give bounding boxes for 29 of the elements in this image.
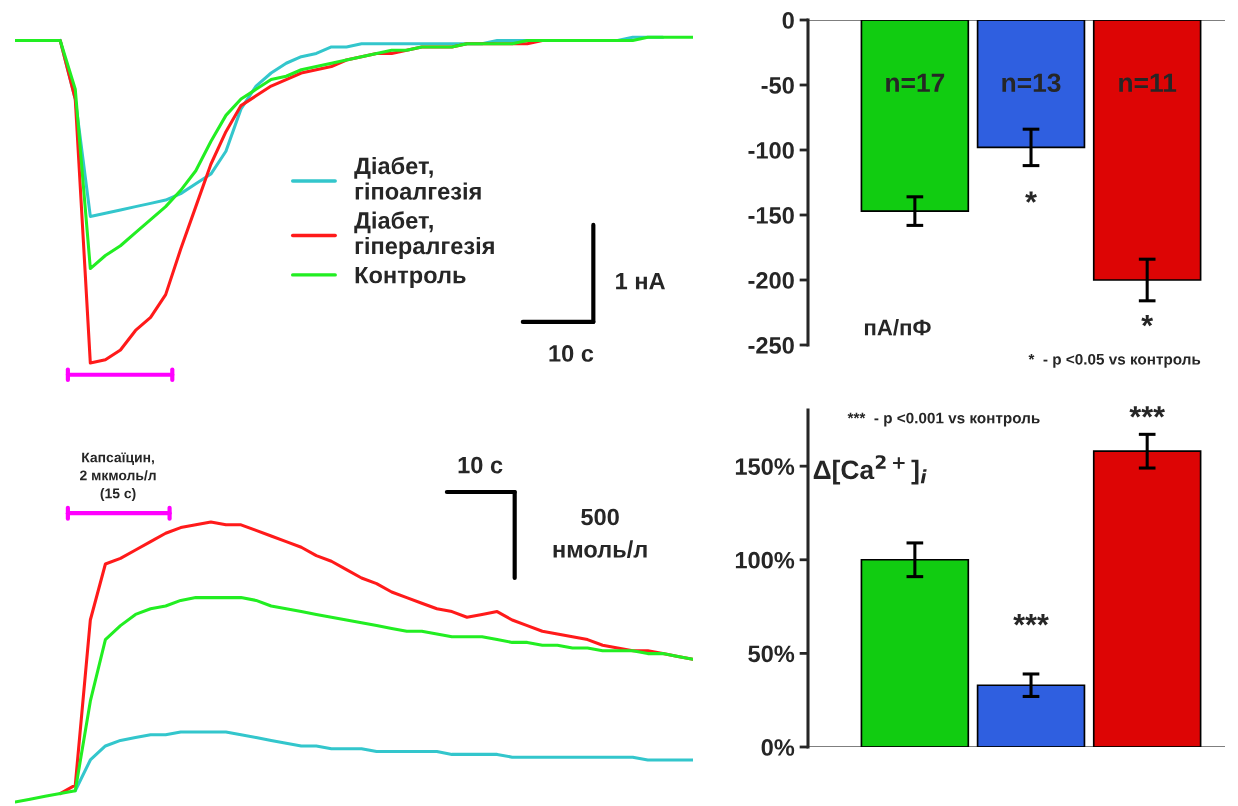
text: 10 с bbox=[458, 456, 503, 474]
y-tick-label: -150 bbox=[748, 207, 794, 224]
y-tick-label: -50 bbox=[761, 77, 794, 94]
text: * - p <0.05 vs контроль bbox=[1028, 353, 1201, 368]
y-tick-label: -200 bbox=[748, 272, 794, 289]
annotation: 500 нмоль/л bbox=[553, 508, 647, 558]
text: Капсаїцин, 2 мкмоль/л (15 с) bbox=[80, 452, 156, 502]
y-tick-label: -250 bbox=[748, 337, 794, 354]
annotation: * bbox=[1025, 191, 1037, 203]
annotation: 1 нА bbox=[616, 272, 665, 290]
legend-label: Діабет, гіпералгезія bbox=[354, 211, 494, 259]
annotation: n=13 bbox=[1002, 73, 1061, 93]
annotation: *** - p <0.001 vs контроль bbox=[847, 412, 1040, 427]
annotation: пА/пФ bbox=[864, 319, 931, 336]
annotation: 10 с bbox=[549, 345, 594, 362]
y-tick-label: -100 bbox=[748, 142, 794, 159]
legend-label: Контроль bbox=[355, 266, 466, 289]
y-tick-label: 0% bbox=[761, 739, 795, 756]
annotation: * bbox=[1141, 314, 1154, 327]
y-axis-title: Δ[Ca$^{2+}$]$_{i}$ bbox=[813, 455, 927, 485]
annotation: *** bbox=[1129, 406, 1165, 418]
y-tick-label: 150% bbox=[735, 458, 795, 475]
y-tick-label: 0 bbox=[782, 12, 794, 29]
y-tick-label: 100% bbox=[735, 551, 795, 569]
annotation: *** bbox=[1013, 614, 1049, 626]
y-tick-label: 50% bbox=[748, 645, 795, 663]
legend-label: Діабет, гіпоалгезія bbox=[354, 156, 481, 200]
annotation: n=11 bbox=[1119, 73, 1177, 92]
annotation: n=17 bbox=[886, 73, 945, 92]
